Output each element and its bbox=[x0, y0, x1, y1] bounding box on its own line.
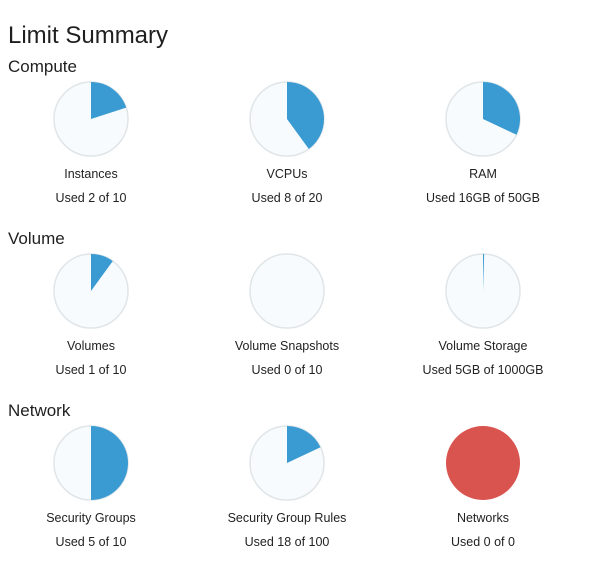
section-title: Volume bbox=[8, 229, 65, 248]
usage-text: Used 0 of 10 bbox=[251, 363, 323, 377]
limit-chart-volume-storage: Volume Storage Used 5GB of 1000GB bbox=[383, 252, 583, 402]
limit-chart-ram: RAM Used 16GB of 50GB bbox=[383, 80, 583, 230]
chart-title: Security Group Rules bbox=[227, 511, 347, 525]
usage-pie-chart bbox=[53, 81, 129, 157]
chart-title: Instances bbox=[64, 167, 118, 181]
limit-chart-vcpus: VCPUs Used 8 of 20 bbox=[187, 80, 387, 230]
usage-text: Used 18 of 100 bbox=[244, 535, 330, 549]
limit-chart-security-groups: Security Groups Used 5 of 10 bbox=[0, 424, 191, 574]
pie-slice-used bbox=[91, 254, 113, 291]
chart-title: Security Groups bbox=[46, 511, 136, 525]
usage-text: Used 5GB of 1000GB bbox=[422, 363, 544, 377]
usage-pie-chart bbox=[249, 81, 325, 157]
pie-slice-used bbox=[483, 254, 485, 291]
usage-text: Used 8 of 20 bbox=[251, 191, 323, 205]
usage-text: Used 0 of 0 bbox=[451, 535, 515, 549]
pie-slice-used bbox=[287, 426, 321, 463]
chart-title: Volume Snapshots bbox=[234, 339, 340, 353]
pie-chart-row: Instances Used 2 of 10 VCPUs Used 8 of 20 RA… bbox=[0, 80, 605, 230]
pie-chart-row: Volumes Used 1 of 10 Volume Snapshots Used … bbox=[0, 252, 605, 402]
usage-pie-chart bbox=[249, 253, 325, 329]
page-title: Limit Summary bbox=[8, 22, 169, 49]
limit-chart-volumes: Volumes Used 1 of 10 bbox=[0, 252, 191, 402]
chart-title: RAM bbox=[469, 167, 497, 181]
chart-title: VCPUs bbox=[266, 167, 308, 181]
usage-pie-chart bbox=[53, 253, 129, 329]
pie-slice-used bbox=[91, 82, 127, 119]
chart-title: Volume Storage bbox=[438, 339, 528, 353]
usage-pie-chart bbox=[53, 425, 129, 501]
usage-text: Used 2 of 10 bbox=[55, 191, 127, 205]
pie-slice-exhausted bbox=[446, 426, 520, 500]
limit-chart-volume-snapshots: Volume Snapshots Used 0 of 10 bbox=[187, 252, 387, 402]
usage-text: Used 5 of 10 bbox=[55, 535, 127, 549]
section-title: Compute bbox=[8, 57, 77, 76]
usage-pie-chart bbox=[445, 81, 521, 157]
pie-slice-used bbox=[91, 426, 128, 500]
usage-text: Used 1 of 10 bbox=[55, 363, 127, 377]
limit-chart-instances: Instances Used 2 of 10 bbox=[0, 80, 191, 230]
pie-chart-row: Security Groups Used 5 of 10 Security Grou… bbox=[0, 424, 605, 574]
chart-title: Networks bbox=[456, 511, 510, 525]
pie-slice-used bbox=[483, 82, 521, 135]
pie-slice-used bbox=[287, 82, 325, 149]
limit-chart-security-group-rules: Security Group Rules Used 18 of 100 bbox=[187, 424, 387, 574]
chart-title: Volumes bbox=[67, 339, 115, 353]
limit-chart-networks: Networks Used 0 of 0 bbox=[383, 424, 583, 574]
usage-text: Used 16GB of 50GB bbox=[426, 191, 540, 205]
usage-pie-chart bbox=[249, 425, 325, 501]
usage-pie-chart bbox=[446, 426, 520, 500]
pie-slice-free bbox=[249, 253, 325, 329]
usage-pie-chart bbox=[445, 253, 521, 329]
section-title: Network bbox=[8, 401, 71, 420]
